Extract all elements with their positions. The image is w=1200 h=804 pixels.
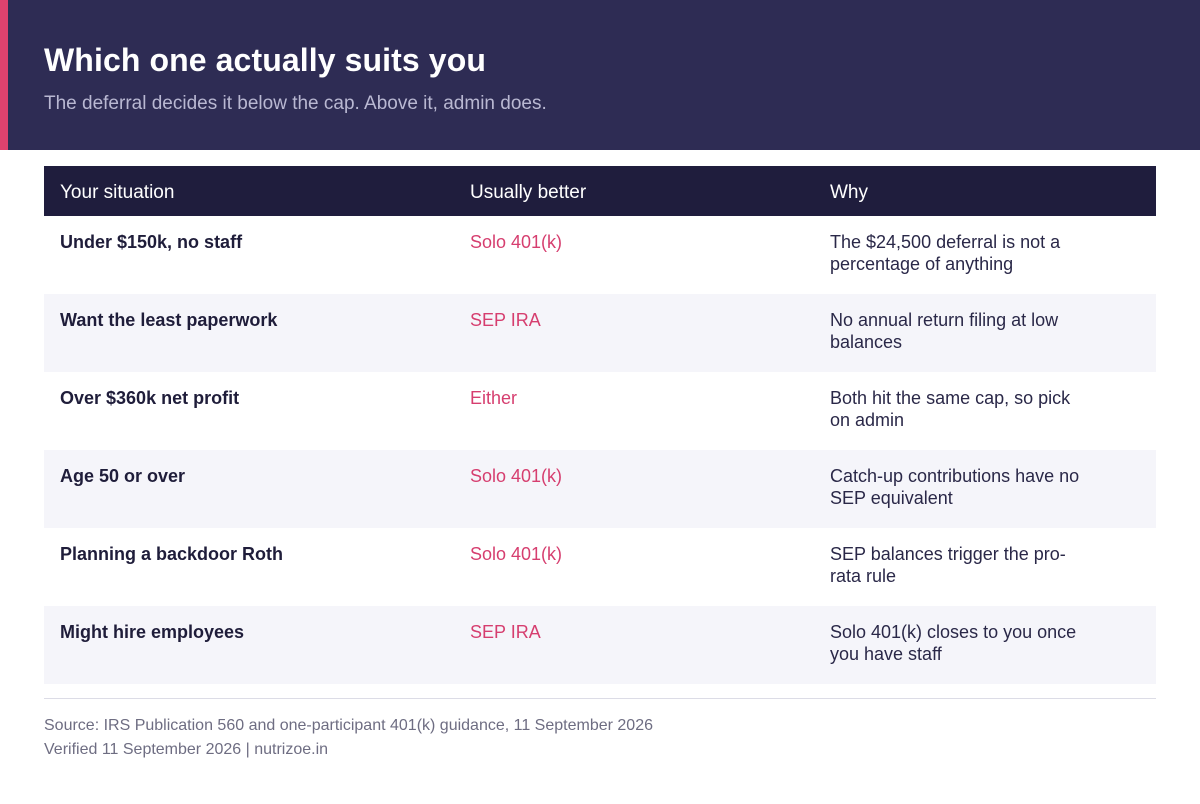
column-header-situation: Your situation	[60, 182, 175, 203]
column-header-better: Usually better	[470, 182, 587, 203]
table-row: Over $360k net profit Either Both hit th…	[44, 372, 1156, 450]
row-situation: Want the least paperwork	[60, 310, 278, 330]
row-situation: Planning a backdoor Roth	[60, 544, 284, 564]
verified-note: Verified 11 September 2026 | nutrizoe.in	[44, 741, 329, 758]
row-why: No annual return filing at low balances	[830, 310, 1059, 352]
row-why: Solo 401(k) closes to you once you have …	[830, 622, 1077, 664]
table-row: Want the least paperwork SEP IRA No annu…	[44, 294, 1156, 372]
source-note: Source: IRS Publication 560 and one-part…	[44, 717, 653, 734]
header-banner: Which one actually suits you The deferra…	[0, 0, 1200, 150]
row-situation: Over $360k net profit	[60, 388, 240, 408]
row-why: Both hit the same cap, so pick on admin	[830, 388, 1071, 430]
column-header-why: Why	[830, 182, 868, 203]
row-better: Solo 401(k)	[470, 544, 563, 564]
row-better: SEP IRA	[470, 622, 541, 642]
table-header: Your situation Usually better Why	[44, 166, 1156, 216]
row-better: Solo 401(k)	[470, 232, 563, 252]
row-better: SEP IRA	[470, 310, 541, 330]
table-row: Planning a backdoor Roth Solo 401(k) SEP…	[44, 528, 1156, 606]
comparison-table: Your situation Usually better Why Under …	[44, 166, 1156, 684]
row-why: The $24,500 deferral is not a percentage…	[830, 232, 1061, 274]
row-why: SEP balances trigger the pro-rata rule	[830, 544, 1066, 586]
page-subtitle: The deferral decides it below the cap. A…	[44, 93, 547, 114]
table-row: Might hire employees SEP IRA Solo 401(k)…	[44, 606, 1156, 684]
row-better: Either	[470, 388, 518, 408]
accent-bar	[0, 0, 8, 150]
row-situation: Under $150k, no staff	[60, 232, 243, 252]
row-situation: Might hire employees	[60, 622, 245, 642]
table-row: Under $150k, no staff Solo 401(k) The $2…	[44, 216, 1156, 294]
footer-divider	[44, 698, 1156, 699]
table-row: Age 50 or over Solo 401(k) Catch-up cont…	[44, 450, 1156, 528]
row-better: Solo 401(k)	[470, 466, 563, 486]
page-title: Which one actually suits you	[44, 42, 486, 78]
row-why: Catch-up contributions have no SEP equiv…	[830, 466, 1080, 508]
row-situation: Age 50 or over	[60, 466, 186, 486]
